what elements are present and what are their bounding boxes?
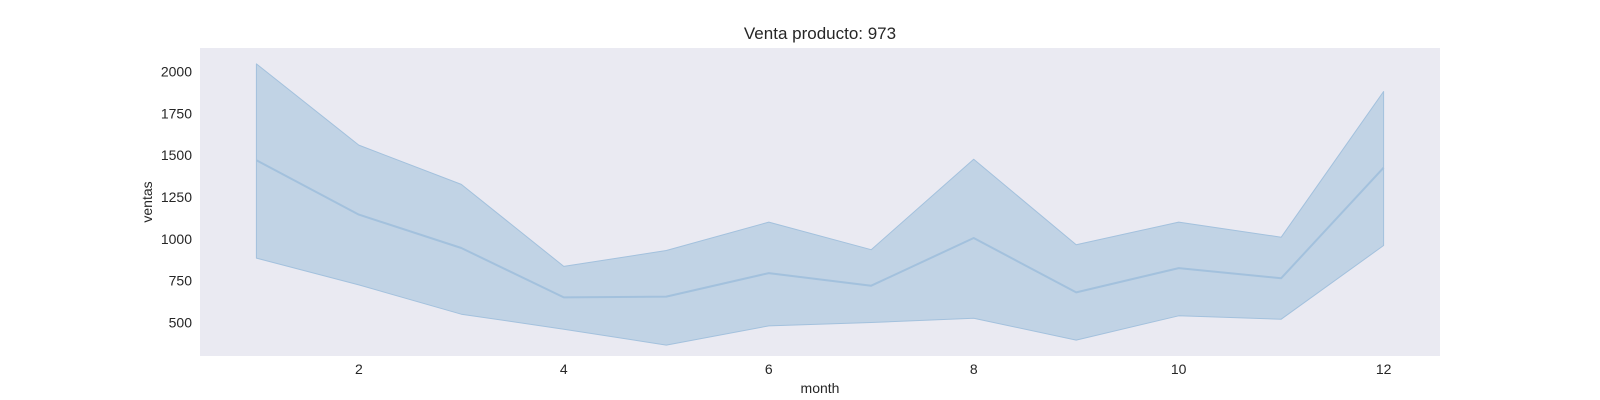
x-tick-label: 8: [970, 361, 978, 377]
y-tick-label: 1000: [161, 231, 192, 247]
y-tick-label: 1750: [161, 105, 192, 121]
x-axis-label: month: [801, 380, 840, 396]
x-tick-label: 10: [1171, 361, 1187, 377]
chart-title: Venta producto: 973: [744, 24, 896, 43]
y-tick-label: 500: [169, 315, 193, 331]
y-tick-label: 2000: [161, 63, 192, 79]
series-line: [255, 159, 1385, 299]
x-tick-label: 4: [560, 361, 568, 377]
x-axis-ticks: 2 4 6 8 10 12: [355, 361, 1392, 377]
y-tick-label: 1500: [161, 147, 192, 163]
line-layer: [255, 159, 1385, 299]
confidence-band: [255, 63, 1385, 346]
confidence-band-layer: [255, 63, 1385, 346]
x-tick-label: 6: [765, 361, 773, 377]
x-tick-label: 12: [1376, 361, 1392, 377]
y-tick-label: 1250: [161, 189, 192, 205]
y-tick-label: 750: [169, 273, 193, 289]
y-axis-ticks: 500 750 1000 1250 1500 1750 2000: [161, 63, 192, 330]
y-axis-label: ventas: [139, 181, 155, 222]
x-tick-label: 2: [355, 361, 363, 377]
